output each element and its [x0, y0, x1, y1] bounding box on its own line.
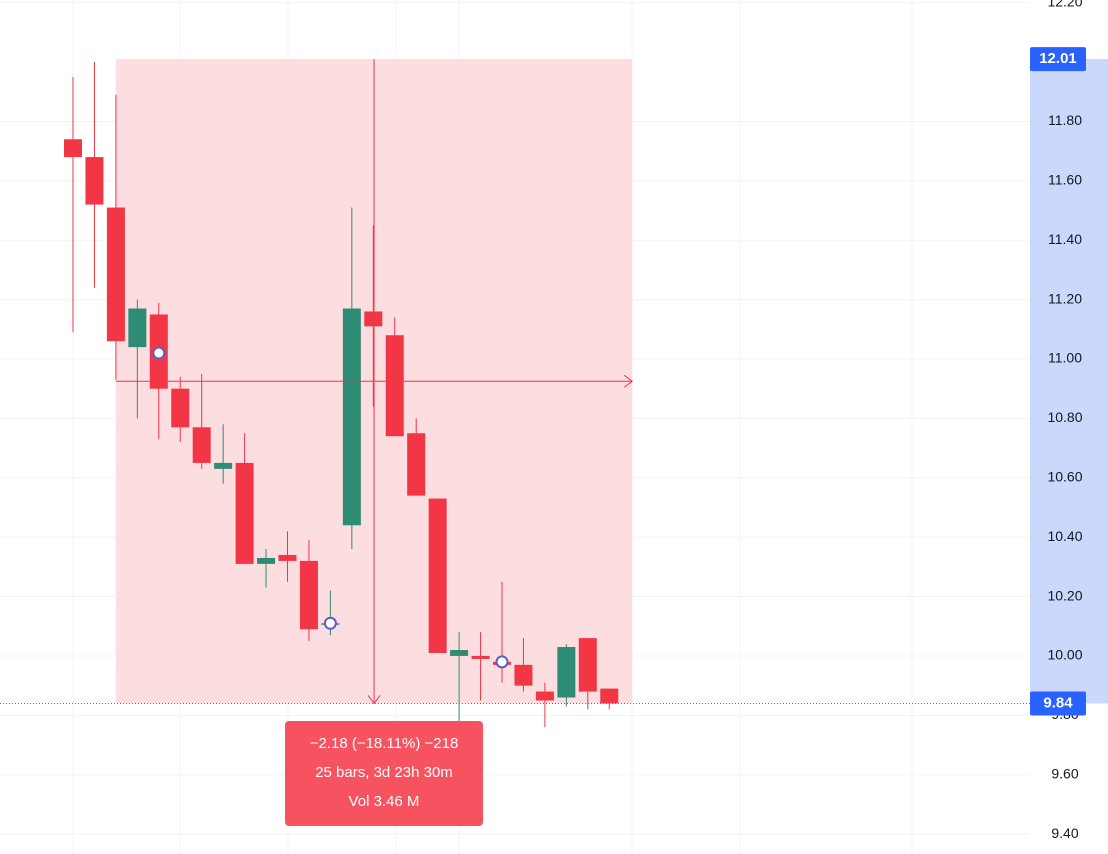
price-badge-label: 9.84 — [1043, 694, 1073, 711]
candle-body — [385, 335, 404, 437]
candle-body — [235, 462, 254, 564]
y-tick-label: 11.60 — [1048, 172, 1082, 188]
y-tick-label: 11.80 — [1048, 112, 1082, 128]
measure-text: 25 bars, 3d 23h 30m — [315, 764, 453, 781]
event-marker — [323, 616, 337, 630]
candle-body — [471, 655, 490, 659]
measure-text: −2.18 (−18.11%) −218 — [310, 735, 459, 752]
candle-body — [450, 650, 469, 656]
y-tick-label: 10.00 — [1047, 647, 1082, 663]
candle-body — [85, 157, 104, 205]
candle-body — [428, 498, 447, 653]
candle-body — [514, 664, 533, 686]
candle-body — [364, 311, 383, 327]
candle-body — [342, 308, 361, 526]
candle-body — [299, 560, 318, 630]
price-badge — [1030, 691, 1086, 716]
event-marker — [495, 655, 509, 669]
candle-body — [64, 139, 82, 158]
price-badge — [1030, 47, 1086, 72]
candle-body — [106, 207, 125, 342]
y-tick-label: 11.20 — [1048, 290, 1082, 306]
axis-highlight — [1030, 59, 1108, 704]
measure-h-head — [623, 374, 634, 388]
candle-body — [578, 638, 597, 692]
candle-body — [214, 462, 233, 469]
y-tick-label: 10.80 — [1047, 409, 1082, 425]
candle-body — [278, 554, 297, 561]
measure-tooltip — [285, 721, 483, 826]
candle-body — [557, 647, 576, 698]
candle-body — [257, 557, 276, 564]
candle-body — [128, 308, 147, 348]
candle-body — [600, 688, 619, 704]
y-tick-label: 10.20 — [1047, 587, 1082, 603]
y-tick-label: 11.00 — [1048, 350, 1082, 366]
candle-body — [192, 427, 211, 463]
y-tick-label: 10.40 — [1047, 528, 1082, 544]
event-marker — [152, 346, 166, 360]
y-tick-label: 10.60 — [1047, 468, 1082, 484]
price-badge-label: 12.01 — [1039, 50, 1077, 67]
candle-body — [407, 433, 426, 496]
measure-text: Vol 3.46 M — [349, 793, 420, 810]
measure-v-head — [367, 695, 381, 705]
y-tick-label: 9.40 — [1051, 825, 1078, 841]
candle-body — [171, 388, 190, 428]
y-tick-label: 11.40 — [1048, 231, 1082, 247]
y-tick-label: 12.20 — [1047, 0, 1082, 9]
candle-body — [535, 691, 554, 701]
y-tick-label: 9.60 — [1051, 765, 1078, 781]
